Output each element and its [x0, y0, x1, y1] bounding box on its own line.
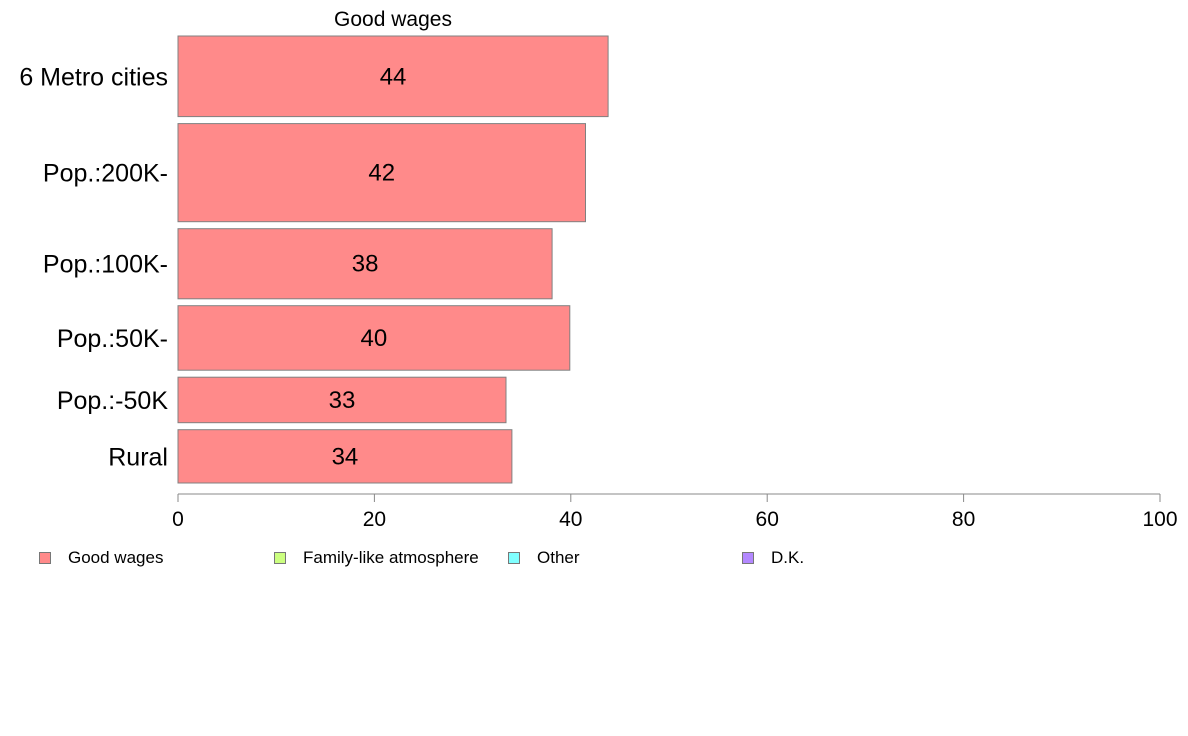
category-label-pop-200k: Pop.:200K-: [43, 160, 168, 188]
legend-item-dk: D.K.: [742, 548, 804, 568]
data-label-rural: 34: [332, 443, 359, 470]
data-label-pop-50k: 33: [329, 387, 356, 414]
chart: Good wages 44 6 Metro cities 42 Pop.:200K- 3…: [19, 8, 1178, 531]
bar-6-metro-cities: [177, 35, 609, 118]
legend-item-good-wages: Good wages: [39, 548, 163, 568]
x-tick-label-100: 100: [1142, 508, 1177, 531]
x-tick-label-40: 40: [559, 508, 582, 531]
legend: Good wages Family-like atmosphere Other …: [0, 548, 1188, 570]
x-tick-label-0: 0: [172, 508, 184, 531]
data-label-pop-100k: 38: [352, 251, 379, 278]
bar-pop-50k: [177, 376, 507, 424]
legend-swatch-other: [508, 552, 520, 564]
legend-label: Good wages: [68, 548, 164, 567]
data-label-6-metro-cities: 44: [380, 63, 407, 90]
bar-pop-200k: [177, 123, 586, 223]
x-tick-label-60: 60: [756, 508, 779, 531]
x-tick-label-80: 80: [952, 508, 975, 531]
bars-group: 44 6 Metro cities 42 Pop.:200K- 38 Pop.:100K-…: [19, 35, 609, 484]
legend-label: Family-like atmosphere: [303, 548, 479, 567]
category-label-pop-50k: Pop.:-50K: [57, 387, 169, 415]
category-label-pop-50k: Pop.:50K-: [57, 325, 168, 353]
category-label-pop-100k: Pop.:100K-: [43, 251, 168, 279]
data-label-pop-50k: 40: [361, 325, 388, 352]
data-label-pop-200k: 42: [368, 160, 395, 187]
legend-swatch-family-like-atmosphere: [274, 552, 286, 564]
legend-swatch-good-wages: [39, 552, 51, 564]
category-label-rural: Rural: [108, 443, 168, 471]
bar-pop-50k: [177, 305, 571, 371]
bar-pop-100k: [177, 228, 553, 300]
legend-swatch-dk: [742, 552, 754, 564]
legend-item-other: Other: [508, 548, 580, 568]
x-tick-label-20: 20: [363, 508, 386, 531]
legend-label: D.K.: [771, 548, 805, 567]
category-label-6-metro-cities: 6 Metro cities: [19, 63, 168, 91]
legend-label: Other: [537, 548, 580, 567]
chart-title: Good wages: [334, 8, 452, 31]
bar-rural: [177, 429, 513, 484]
x-axis: 0 20 40 60 80 100: [172, 493, 1178, 531]
legend-item-family-like-atmosphere: Family-like atmosphere: [274, 548, 479, 568]
